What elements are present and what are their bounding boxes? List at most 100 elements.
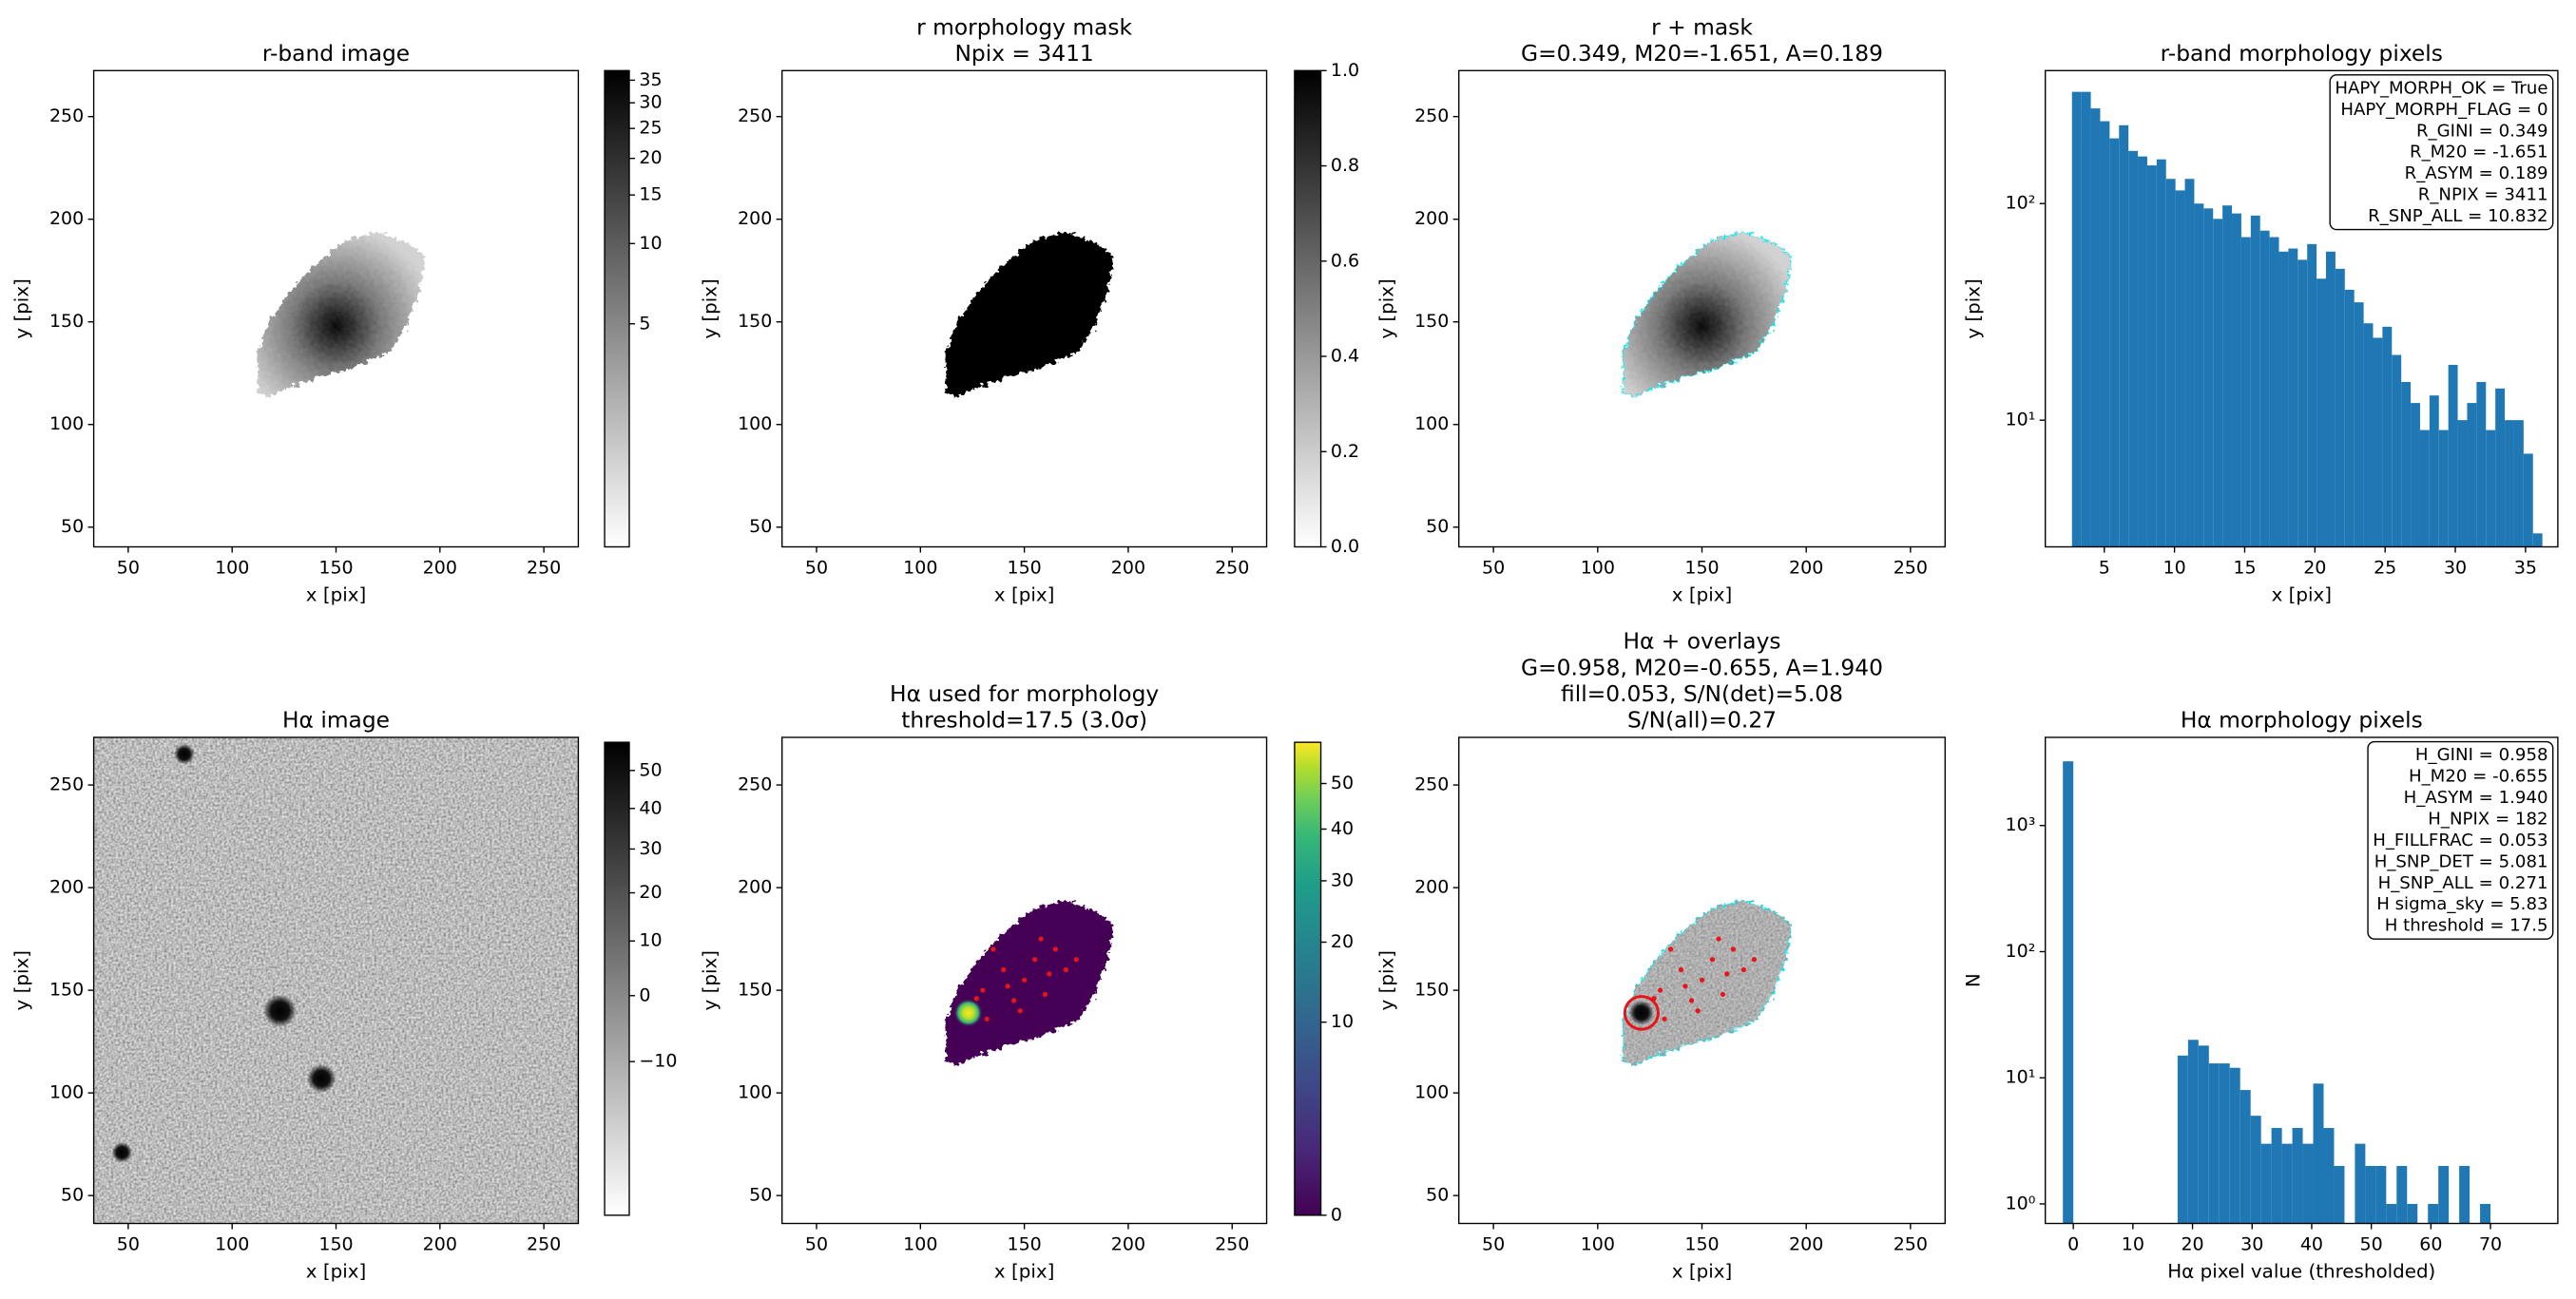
colorbar <box>604 741 630 1216</box>
x-tick-label: 200 <box>423 1233 457 1254</box>
panel-title: Hα image <box>282 707 390 734</box>
colorbar-tick-label: 5 <box>639 313 650 334</box>
y-axis-label: y [pix] <box>700 950 721 1010</box>
panel-title: Hα + overlays <box>1623 628 1780 655</box>
x-tick-label: 200 <box>1789 557 1823 578</box>
panel-title: fill=0.053, S/N(det)=5.08 <box>1561 680 1843 707</box>
colorbar-tick-label: 10 <box>639 233 662 254</box>
bar <box>2090 108 2101 547</box>
annotation-line: H_NPIX = 182 <box>2428 809 2547 829</box>
x-tick-label: 100 <box>903 557 937 578</box>
bar <box>2146 165 2157 547</box>
colorbar-tick-label: 50 <box>1331 773 1354 793</box>
colorbar-tick-label: 0.8 <box>1331 155 1359 176</box>
y-tick-label: 150 <box>1414 311 1449 332</box>
x-axis-label: x [pix] <box>994 584 1054 606</box>
bar <box>2407 1203 2418 1224</box>
annotation-line: H_FILLFRAC = 0.053 <box>2373 831 2547 850</box>
bar <box>2260 1143 2272 1224</box>
annotation-line: H threshold = 17.5 <box>2385 916 2548 936</box>
y-tick-label: 250 <box>49 105 84 126</box>
x-tick-label: 50 <box>2360 1233 2383 1254</box>
y-tick-label: 150 <box>738 311 772 332</box>
bar <box>2392 354 2402 547</box>
x-tick-label: 200 <box>1111 1233 1145 1254</box>
colorbar-tick-label: 40 <box>1331 818 1354 839</box>
x-tick-label: 250 <box>527 557 561 578</box>
r-mask-image <box>1621 229 1794 398</box>
galaxy <box>945 900 1114 1064</box>
panel-title: G=0.958, M20=-0.655, A=1.940 <box>1521 654 1883 680</box>
bar <box>2396 1165 2408 1224</box>
bar <box>2213 219 2223 547</box>
y-tick-label: 50 <box>1426 516 1449 537</box>
halpha-image <box>93 736 579 1224</box>
x-tick-label: 250 <box>1894 557 1928 578</box>
bar <box>2523 453 2533 547</box>
bar <box>2335 268 2345 547</box>
y-axis-label: y [pix] <box>10 278 32 338</box>
y-tick-label: 200 <box>49 877 84 898</box>
y-tick-label: 150 <box>49 311 84 332</box>
y-tick-label: 100 <box>1414 413 1449 434</box>
bar <box>2208 1063 2220 1224</box>
x-tick-label: 0 <box>2067 1233 2079 1254</box>
colorbar-tick-label: 30 <box>639 92 662 113</box>
annotation-line: H_GINI = 0.958 <box>2415 745 2548 765</box>
panel-title: S/N(all)=0.27 <box>1627 707 1777 734</box>
source <box>111 1141 133 1163</box>
y-tick-label: 100 <box>49 1082 84 1103</box>
bar <box>2187 1040 2199 1224</box>
bar <box>2467 403 2477 547</box>
bar <box>2459 1165 2470 1224</box>
image-clip <box>1621 229 1794 398</box>
x-tick-label: 15 <box>2233 557 2256 578</box>
source <box>1628 1000 1655 1025</box>
colorbar <box>1294 69 1322 548</box>
annotation-line: R_ASYM = 0.189 <box>2405 163 2548 183</box>
bar <box>2323 1128 2335 1224</box>
y-tick-label: 200 <box>1414 208 1449 229</box>
bar <box>2438 1165 2450 1224</box>
bar <box>2355 1143 2366 1224</box>
bar <box>2109 138 2120 547</box>
y-tick-label: 10¹ <box>2006 1067 2036 1088</box>
y-tick-label: 250 <box>738 774 772 795</box>
colorbar <box>1294 741 1322 1216</box>
bar <box>2250 1116 2261 1224</box>
annotation-line: R_SNP_ALL = 10.832 <box>2368 206 2547 226</box>
panel-title: Hα used for morphology <box>890 680 1159 707</box>
x-axis-label: x [pix] <box>994 1261 1054 1283</box>
x-tick-label: 60 <box>2419 1233 2442 1254</box>
bar <box>2428 1203 2439 1224</box>
bar <box>2429 395 2439 547</box>
bar <box>2175 190 2185 547</box>
annotation-line: H_M20 = -0.655 <box>2409 766 2548 786</box>
bar <box>2250 215 2260 547</box>
panel-title: r + mask <box>1651 13 1753 40</box>
bar <box>2071 91 2082 547</box>
source <box>173 743 195 765</box>
x-tick-label: 200 <box>1111 557 1145 578</box>
x-axis-label: x [pix] <box>2272 584 2332 606</box>
bar <box>2457 420 2468 547</box>
y-axis-label: y [pix] <box>700 278 721 338</box>
bar <box>2292 1128 2303 1224</box>
galaxy <box>1623 231 1792 396</box>
mask-image <box>945 231 1114 396</box>
bar <box>2476 382 2487 547</box>
galaxy <box>257 231 426 396</box>
bar <box>2194 203 2204 547</box>
y-axis-label: y [pix] <box>10 950 32 1010</box>
colorbar-tick-label: 20 <box>639 882 662 903</box>
y-tick-label: 250 <box>738 105 772 126</box>
r-band-image <box>257 231 426 396</box>
x-tick-label: 250 <box>1894 1233 1928 1254</box>
colorbar-tick-label: 30 <box>1331 869 1354 890</box>
y-tick-label: 50 <box>1426 1185 1449 1206</box>
y-axis-label: y [pix] <box>1376 278 1398 338</box>
bar <box>2177 1055 2188 1224</box>
y-tick-label: 50 <box>61 1185 84 1206</box>
bar <box>2240 1090 2251 1224</box>
bar <box>2119 124 2129 547</box>
